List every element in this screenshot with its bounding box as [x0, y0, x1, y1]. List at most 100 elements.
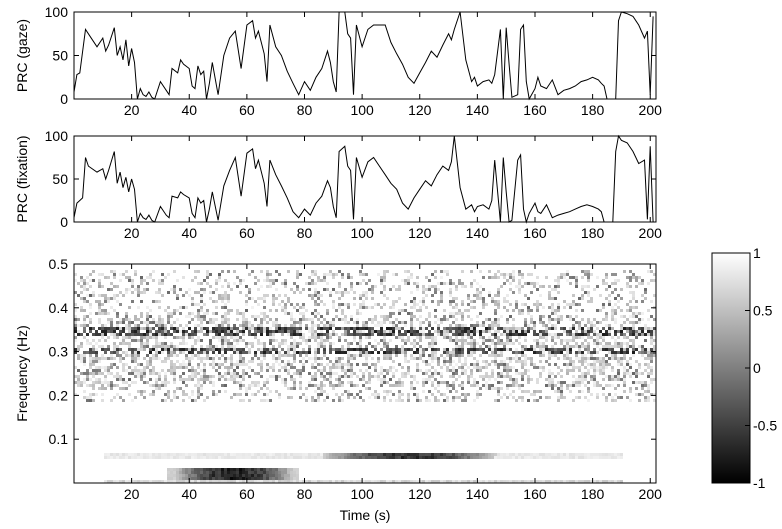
spectrogram-cell	[74, 381, 77, 384]
spectrogram-cell	[218, 477, 221, 480]
spectrogram-cell	[494, 378, 497, 381]
spectrogram-cell	[512, 384, 515, 387]
spectrogram-cell	[263, 315, 266, 318]
spectrogram-cell	[83, 297, 86, 300]
spectrogram-cell	[548, 333, 551, 336]
spectrogram-cell	[578, 333, 581, 336]
spectrogram-cell	[452, 453, 455, 456]
spectrogram-cell	[545, 456, 548, 459]
spectrogram-cell	[638, 372, 641, 375]
spectrogram-cell	[566, 387, 569, 390]
spectrogram-cell	[128, 276, 131, 279]
spectrogram-cell	[608, 330, 611, 333]
spectrogram-cell	[128, 324, 131, 327]
spectrogram-cell	[278, 273, 281, 276]
spectrogram-cell	[86, 375, 89, 378]
spectrogram-cell	[563, 339, 566, 342]
spectrogram-cell	[503, 333, 506, 336]
spectrogram-cell	[194, 399, 197, 402]
spectrogram-cell	[242, 315, 245, 318]
spectrogram-cell	[497, 270, 500, 273]
spectrogram-cell	[557, 309, 560, 312]
spectrogram-cell	[290, 453, 293, 456]
spectrogram-cell	[416, 309, 419, 312]
spectrogram-cell	[110, 381, 113, 384]
spectrogram-cell	[170, 360, 173, 363]
spectrogram-cell	[641, 384, 644, 387]
spectrogram-cell	[86, 333, 89, 336]
spectrogram-cell	[632, 291, 635, 294]
spectrogram-cell	[239, 480, 242, 483]
spectrogram-cell	[368, 279, 371, 282]
spectrogram-cell	[578, 384, 581, 387]
spectrogram-cell	[278, 477, 281, 480]
spectrogram-cell	[155, 351, 158, 354]
spectrogram-cell	[428, 321, 431, 324]
spectrogram-cell	[350, 348, 353, 351]
spectrogram-cell	[611, 273, 614, 276]
spectrogram-cell	[548, 297, 551, 300]
spectrogram-cell	[560, 381, 563, 384]
spectrogram-cell	[467, 303, 470, 306]
spectrogram-cell	[302, 363, 305, 366]
spectrogram-cell	[530, 393, 533, 396]
spectrogram-cell	[548, 327, 551, 330]
spectrogram-cell	[284, 378, 287, 381]
spectrogram-cell	[230, 453, 233, 456]
spectrogram-cell	[446, 270, 449, 273]
spectrogram-cell	[218, 327, 221, 330]
spectrogram-cell	[104, 297, 107, 300]
spectrogram-cell	[191, 357, 194, 360]
spectrogram-cell	[614, 387, 617, 390]
spectrogram-cell	[581, 330, 584, 333]
spectrogram-cell	[212, 348, 215, 351]
spectrogram-cell	[620, 345, 623, 348]
spectrogram-cell	[302, 351, 305, 354]
spectrogram-cell	[146, 327, 149, 330]
spectrogram-cell	[494, 357, 497, 360]
spectrogram-cell	[482, 303, 485, 306]
spectrogram-cell	[551, 306, 554, 309]
spectrogram-cell	[443, 393, 446, 396]
spectrogram-cell	[263, 300, 266, 303]
spectrogram-cell	[605, 360, 608, 363]
spectrogram-cell	[218, 390, 221, 393]
spectrogram-cell	[101, 336, 104, 339]
spectrogram-cell	[371, 363, 374, 366]
spectrogram-cell	[128, 372, 131, 375]
spectrogram-cell	[266, 348, 269, 351]
spectrogram-cell	[167, 354, 170, 357]
spectrogram-cell	[329, 270, 332, 273]
spectrogram-cell	[191, 453, 194, 456]
spectrogram-cell	[188, 351, 191, 354]
spectrogram-cell	[368, 387, 371, 390]
spectrogram-cell	[473, 306, 476, 309]
spectrogram-cell	[206, 270, 209, 273]
spectrogram-cell	[158, 300, 161, 303]
spectrogram-cell	[89, 366, 92, 369]
spectrogram-cell	[272, 375, 275, 378]
spectrogram-cell	[524, 339, 527, 342]
spectrogram-cell	[497, 303, 500, 306]
spectrogram-cell	[290, 336, 293, 339]
spectrogram-cell	[161, 456, 164, 459]
spectrogram-cell	[197, 312, 200, 315]
spectrogram-cell	[647, 327, 650, 330]
spectrogram-cell	[602, 369, 605, 372]
spectrogram-cell	[560, 384, 563, 387]
spectrogram-cell	[188, 369, 191, 372]
spectrogram-cell	[446, 480, 449, 483]
spectrogram-cell	[320, 393, 323, 396]
spectrogram-cell	[443, 360, 446, 363]
spectrogram-cell	[299, 342, 302, 345]
spectrogram-cell	[281, 330, 284, 333]
spectrogram-cell	[380, 348, 383, 351]
spectrogram-cell	[629, 279, 632, 282]
spectrogram-cell	[374, 318, 377, 321]
spectrogram-cell	[521, 399, 524, 402]
spectrogram-cell	[563, 348, 566, 351]
spectrogram-cell	[317, 453, 320, 456]
spectrogram-cell	[410, 354, 413, 357]
spectrogram-cell	[596, 321, 599, 324]
